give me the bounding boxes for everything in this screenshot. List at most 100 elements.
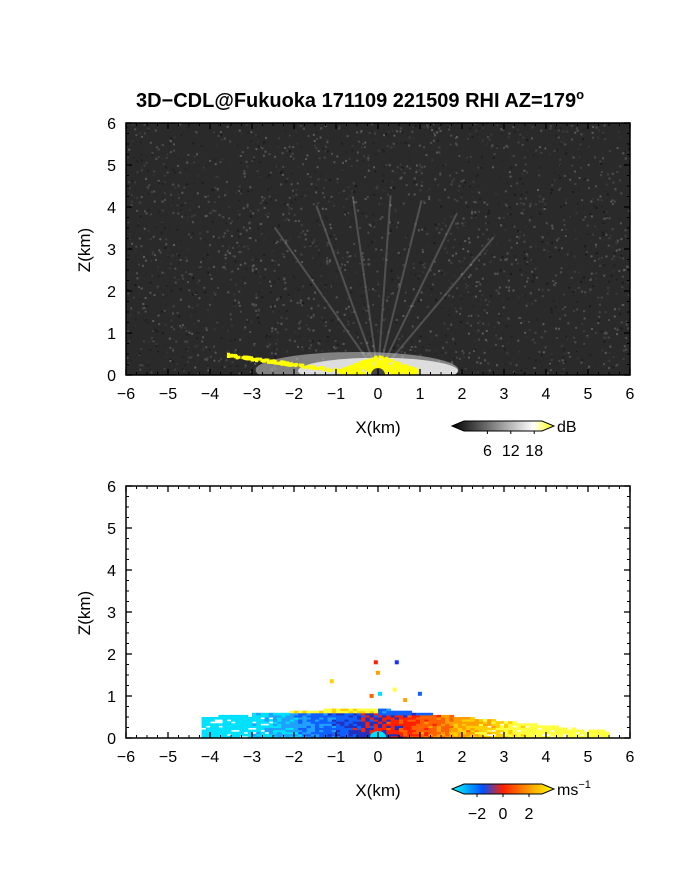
velocity-pixel [231, 731, 236, 735]
noise-speckle [538, 146, 541, 149]
noise-speckle [407, 151, 409, 153]
noise-speckle [315, 245, 318, 248]
noise-speckle [246, 146, 249, 149]
noise-speckle [621, 281, 624, 284]
noise-speckle [567, 351, 570, 354]
noise-speckle [326, 257, 329, 260]
noise-speckle [598, 258, 600, 261]
noise-speckle [302, 349, 304, 351]
noise-speckle [227, 245, 230, 248]
velocity-pixel [281, 729, 287, 733]
noise-speckle [399, 203, 402, 206]
noise-speckle [163, 192, 166, 195]
noise-speckle [535, 371, 538, 374]
velocity-pixel [226, 731, 232, 735]
noise-speckle [312, 203, 315, 206]
noise-speckle [562, 130, 565, 133]
noise-speckle [443, 273, 446, 276]
noise-speckle [608, 149, 611, 152]
noise-speckle [252, 158, 255, 161]
noise-speckle [127, 289, 129, 291]
noise-speckle [508, 132, 511, 135]
noise-speckle [626, 265, 628, 268]
noise-speckle [479, 197, 482, 200]
noise-speckle [480, 156, 483, 159]
noise-speckle [533, 225, 536, 228]
velocity-pixel [273, 729, 278, 733]
noise-speckle [574, 238, 577, 241]
noise-speckle [502, 216, 505, 219]
noise-speckle [482, 305, 485, 308]
echo-yellow-pixel [368, 369, 372, 373]
reflectivity-xtick-label: −4 [201, 386, 219, 403]
noise-speckle [470, 191, 473, 194]
noise-speckle [216, 188, 219, 191]
noise-speckle [238, 189, 241, 192]
noise-speckle [326, 217, 329, 220]
velocity-pixel [306, 731, 312, 735]
velocity-pixel [495, 723, 501, 726]
velocity-pixel [315, 719, 320, 722]
noise-speckle [376, 270, 379, 273]
noise-speckle [504, 228, 507, 231]
noise-speckle [177, 186, 180, 189]
noise-speckle [239, 232, 242, 235]
noise-speckle [249, 331, 252, 333]
noise-speckle [310, 183, 313, 186]
noise-speckle [344, 133, 347, 136]
noise-speckle [481, 277, 484, 280]
noise-speckle [178, 315, 181, 318]
noise-speckle [455, 171, 458, 174]
noise-speckle [308, 329, 311, 331]
noise-speckle [150, 238, 152, 241]
velocity-pixel [214, 723, 219, 726]
noise-speckle [229, 328, 232, 331]
noise-speckle [196, 337, 199, 340]
velocity-pixel [289, 733, 295, 737]
velocity-pixel [331, 723, 337, 726]
noise-speckle [324, 125, 327, 128]
noise-speckle [473, 350, 475, 352]
noise-speckle [530, 226, 533, 229]
noise-speckle [439, 167, 442, 170]
noise-speckle [285, 180, 288, 183]
noise-speckle [599, 259, 602, 261]
noise-speckle [469, 155, 472, 158]
noise-speckle [566, 201, 569, 204]
noise-speckle [175, 340, 178, 343]
noise-speckle [226, 251, 229, 254]
noise-speckle [314, 170, 317, 173]
noise-speckle [424, 262, 426, 265]
noise-speckle [318, 252, 321, 255]
noise-speckle [488, 300, 491, 303]
noise-speckle [263, 197, 266, 200]
noise-speckle [563, 348, 566, 351]
noise-speckle [623, 345, 626, 348]
noise-speckle [594, 156, 597, 159]
noise-speckle [376, 185, 379, 187]
velocity-aloft-pixel [329, 679, 334, 684]
velocity-pixel [462, 725, 467, 728]
velocity-pixel [495, 735, 501, 738]
noise-speckle [367, 169, 370, 172]
noise-speckle [547, 289, 550, 292]
noise-speckle [302, 163, 304, 166]
echo-yellow-pixel [377, 366, 381, 370]
velocity-pixel [382, 721, 387, 724]
noise-speckle [540, 235, 543, 238]
echo-yellow-pixel [386, 365, 390, 368]
noise-speckle [463, 348, 466, 351]
velocity-pixel [352, 712, 358, 716]
noise-speckle [462, 260, 465, 263]
velocity-pixel [247, 729, 253, 733]
noise-speckle [183, 186, 186, 189]
velocity-pixel [420, 735, 425, 738]
noise-speckle [586, 233, 589, 235]
velocity-pixel [462, 723, 467, 726]
reflectivity-xtick-label: 1 [416, 386, 425, 403]
velocity-pixel [399, 717, 404, 720]
echo-yellow-pixel [400, 365, 404, 369]
noise-speckle [466, 297, 469, 300]
noise-speckle [147, 129, 150, 132]
noise-speckle [397, 344, 400, 347]
